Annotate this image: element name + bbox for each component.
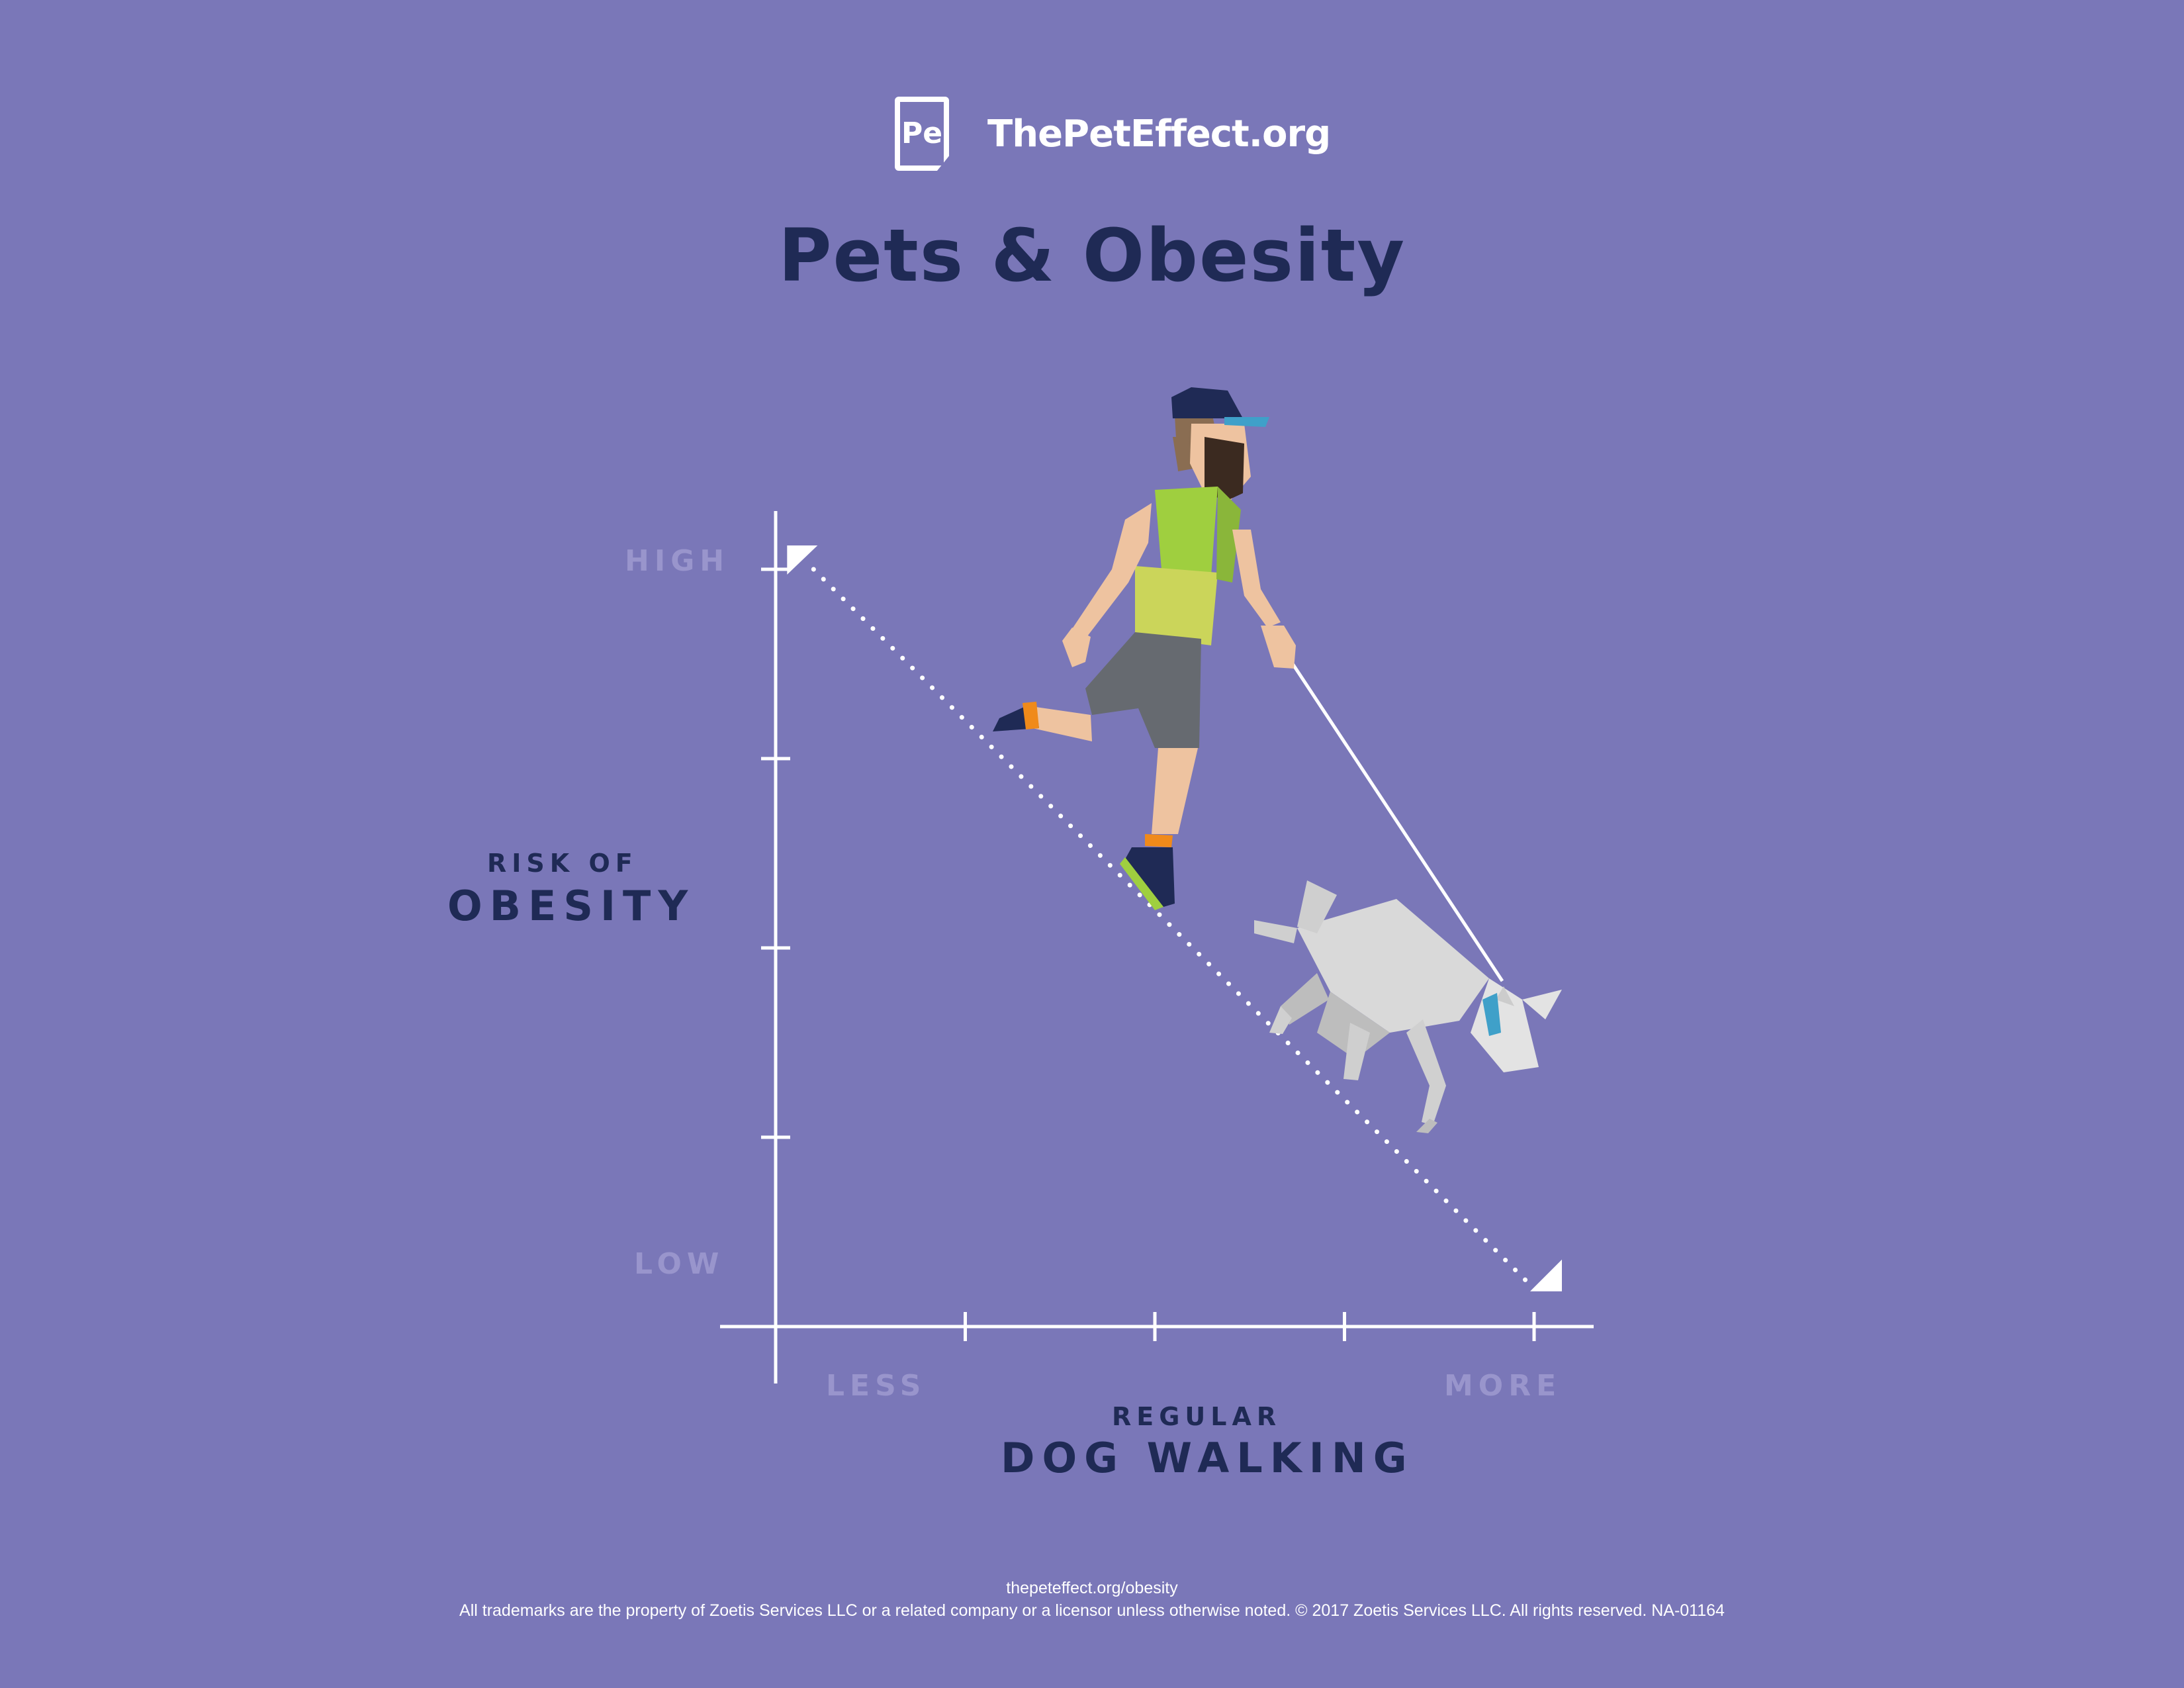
start-arrow-marker <box>787 545 818 575</box>
leash <box>1289 659 1504 982</box>
x-tick-label-less: LESS <box>826 1369 927 1403</box>
footer-legal: All trademarks are the property of Zoeti… <box>459 1601 1725 1620</box>
x-tick-label-more: MORE <box>1444 1369 1562 1403</box>
y-axis-label: OBESITY <box>447 882 696 930</box>
y-tick-label-high: HIGH <box>625 544 730 578</box>
brand-logo-icon: Pe <box>895 97 949 171</box>
x-axis-label-small: REGULAR <box>1112 1402 1282 1431</box>
y-tick-label-low: LOW <box>634 1247 725 1281</box>
footer-url[interactable]: thepeteffect.org/obesity <box>1006 1579 1178 1597</box>
end-arrow-marker <box>1530 1259 1562 1291</box>
dog-icon <box>1254 880 1562 1133</box>
brand-logo-text: Pe <box>901 117 943 150</box>
brand-name: ThePetEffect.org <box>987 113 1331 156</box>
x-axis-label: DOG WALKING <box>1001 1434 1414 1482</box>
y-axis-label-small: RISK OF <box>487 849 638 878</box>
page-title: Pets & Obesity <box>778 213 1406 298</box>
runner-with-dog-icon <box>993 387 1562 1133</box>
runner-icon <box>993 387 1296 910</box>
trend-line <box>811 567 1537 1291</box>
